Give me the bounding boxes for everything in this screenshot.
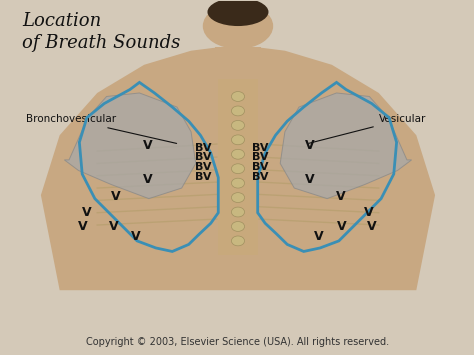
Text: Bronchovesicular: Bronchovesicular bbox=[26, 114, 177, 143]
Circle shape bbox=[231, 120, 245, 130]
Text: V: V bbox=[143, 173, 153, 186]
Text: BV: BV bbox=[252, 143, 269, 153]
Text: V: V bbox=[109, 220, 118, 233]
Circle shape bbox=[231, 164, 245, 174]
Text: V: V bbox=[78, 220, 88, 233]
Text: BV: BV bbox=[252, 162, 269, 172]
Text: V: V bbox=[143, 139, 153, 152]
Text: BV: BV bbox=[194, 173, 211, 182]
Circle shape bbox=[231, 106, 245, 116]
Text: V: V bbox=[337, 220, 347, 233]
Text: V: V bbox=[305, 139, 315, 152]
Circle shape bbox=[231, 149, 245, 159]
Polygon shape bbox=[280, 93, 411, 199]
Text: V: V bbox=[314, 230, 324, 243]
Ellipse shape bbox=[203, 3, 273, 49]
Ellipse shape bbox=[208, 0, 268, 26]
Text: BV: BV bbox=[252, 152, 269, 163]
Text: V: V bbox=[336, 190, 345, 203]
Circle shape bbox=[231, 222, 245, 231]
Polygon shape bbox=[215, 47, 262, 72]
Text: Vesicular: Vesicular bbox=[309, 114, 426, 143]
Text: V: V bbox=[111, 190, 121, 203]
Text: V: V bbox=[305, 173, 315, 186]
Text: BV: BV bbox=[252, 173, 269, 182]
Circle shape bbox=[231, 236, 245, 246]
Text: BV: BV bbox=[194, 152, 211, 163]
Polygon shape bbox=[41, 47, 435, 290]
Polygon shape bbox=[218, 79, 258, 255]
Text: V: V bbox=[367, 220, 376, 233]
Circle shape bbox=[231, 178, 245, 188]
Text: Copyright © 2003, Elsevier Science (USA). All rights reserved.: Copyright © 2003, Elsevier Science (USA)… bbox=[86, 337, 390, 347]
Text: V: V bbox=[364, 206, 373, 219]
Circle shape bbox=[231, 193, 245, 202]
Text: V: V bbox=[82, 206, 91, 219]
Text: Location
of Breath Sounds: Location of Breath Sounds bbox=[22, 12, 181, 52]
Polygon shape bbox=[64, 93, 196, 199]
Text: BV: BV bbox=[194, 162, 211, 172]
Circle shape bbox=[231, 207, 245, 217]
Text: V: V bbox=[131, 230, 140, 243]
Circle shape bbox=[231, 135, 245, 145]
Text: BV: BV bbox=[194, 143, 211, 153]
Circle shape bbox=[231, 92, 245, 102]
